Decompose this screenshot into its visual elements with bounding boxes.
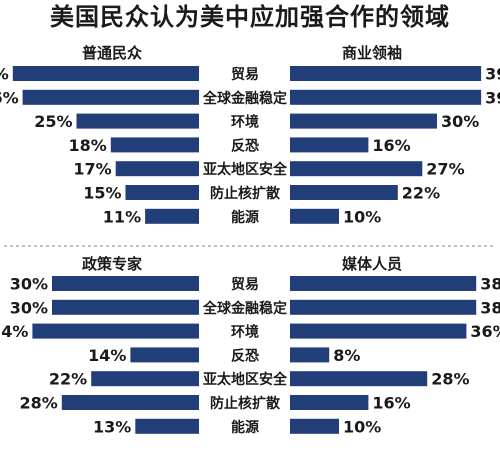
panel-2-value-label: 10% <box>343 207 381 226</box>
panel-2-bar <box>290 113 437 129</box>
category-label: 贸易 <box>231 276 259 293</box>
panel-1-value-label: 18% <box>69 136 107 155</box>
category-label: 反恐 <box>231 137 259 154</box>
panel-3-bar <box>52 276 199 291</box>
panel-4-value-label: 8% <box>333 346 360 365</box>
panel-2-bar <box>290 208 339 224</box>
panel-1-value-label: 11% <box>103 207 141 226</box>
panel-1-bar <box>125 185 199 200</box>
panel-3-bar <box>91 371 199 387</box>
panel-3-bar <box>32 323 200 339</box>
panel-3-title: 政策专家 <box>82 255 142 273</box>
panel-3-bar <box>52 299 199 315</box>
panel-4-bar <box>290 276 477 291</box>
panel-1-value-label: 17% <box>73 160 111 179</box>
category-label: 亚太地区安全 <box>203 371 288 388</box>
category-label: 全球金融稳定 <box>202 300 287 317</box>
panel-3-bar <box>61 395 199 410</box>
panel-3-value-label: 22% <box>49 370 87 389</box>
panel-1-value-label: 25% <box>34 112 72 131</box>
category-label: 反恐 <box>231 347 259 364</box>
panel-3-value-label: 30% <box>10 298 48 317</box>
category-label: 能源 <box>231 419 259 436</box>
panel-3-value-label: 34% <box>0 322 28 341</box>
category-label: 贸易 <box>231 66 259 83</box>
panel-3-value-label: 14% <box>88 346 126 365</box>
panel-4-title: 媒体人员 <box>342 255 402 273</box>
panel-1-bar <box>22 89 199 105</box>
panel-1-value-label: 15% <box>83 184 121 203</box>
category-label: 全球金融稳定 <box>202 90 287 107</box>
panel-4-value-label: 36% <box>470 322 500 341</box>
panel-3-value-label: 30% <box>10 275 48 294</box>
panel-1-title: 普通民众 <box>82 44 142 62</box>
panel-4-value-label: 38% <box>480 298 500 317</box>
panel-2-value-label: 39% <box>485 65 500 84</box>
category-label: 防止核扩散 <box>210 395 281 412</box>
panel-4-value-label: 10% <box>343 417 381 436</box>
panel-1-value-label: 38% <box>0 65 9 84</box>
panel-3-bar <box>135 418 199 434</box>
panel-1-bar <box>110 137 199 153</box>
panel-4-value-label: 28% <box>431 370 469 389</box>
category-label: 亚太地区安全 <box>203 161 288 178</box>
panel-2-title: 商业领袖 <box>342 44 402 62</box>
panel-4-bar <box>290 371 428 387</box>
panel-3-value-label: 13% <box>93 417 131 436</box>
panel-2-value-label: 39% <box>485 88 500 107</box>
category-label: 环境 <box>231 324 259 341</box>
category-label: 能源 <box>231 209 259 226</box>
panel-3-value-label: 28% <box>20 394 58 413</box>
panel-2-bar <box>290 161 423 177</box>
panel-4-value-label: 16% <box>372 394 410 413</box>
category-label: 防止核扩散 <box>210 185 281 202</box>
panel-1-bar <box>145 208 199 224</box>
panel-4-bar <box>290 418 339 434</box>
chart-title: 美国民众认为美中应加强合作的领域 <box>50 3 450 31</box>
panel-1-bar <box>76 113 199 129</box>
category-label: 环境 <box>231 114 259 131</box>
panel-2-value-label: 30% <box>441 112 479 131</box>
panel-3-bar <box>130 347 199 363</box>
panel-4-bar <box>290 299 477 315</box>
panel-1-bar <box>12 66 199 81</box>
panel-4-bar <box>290 395 369 410</box>
panel-2-bar <box>290 89 482 105</box>
panel-4-bar <box>290 347 330 363</box>
panel-1-value-label: 36% <box>0 88 19 107</box>
panel-2-value-label: 22% <box>402 184 440 203</box>
panel-2-value-label: 16% <box>372 136 410 155</box>
panel-2-bar <box>290 137 369 153</box>
panel-1-bar <box>115 161 199 177</box>
panel-4-value-label: 38% <box>480 275 500 294</box>
panel-2-bar <box>290 66 482 81</box>
panel-2-value-label: 27% <box>426 160 464 179</box>
panel-2-bar <box>290 185 398 200</box>
panel-4-bar <box>290 323 467 339</box>
